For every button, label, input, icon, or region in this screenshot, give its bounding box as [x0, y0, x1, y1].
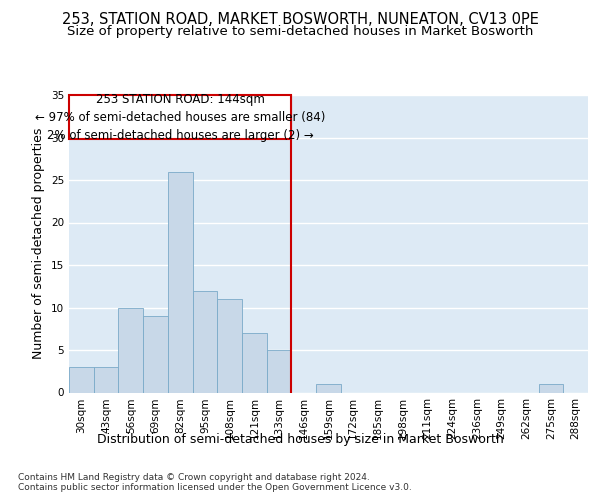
Text: Contains public sector information licensed under the Open Government Licence v3: Contains public sector information licen… — [18, 484, 412, 492]
Bar — [242, 333, 267, 392]
Bar — [94, 367, 118, 392]
Bar — [316, 384, 341, 392]
Bar — [118, 308, 143, 392]
Bar — [168, 172, 193, 392]
Bar — [539, 384, 563, 392]
Bar — [193, 290, 217, 392]
Y-axis label: Number of semi-detached properties: Number of semi-detached properties — [32, 128, 46, 360]
Text: Contains HM Land Registry data © Crown copyright and database right 2024.: Contains HM Land Registry data © Crown c… — [18, 472, 370, 482]
Bar — [217, 299, 242, 392]
Text: 253, STATION ROAD, MARKET BOSWORTH, NUNEATON, CV13 0PE: 253, STATION ROAD, MARKET BOSWORTH, NUNE… — [62, 12, 538, 28]
Bar — [69, 367, 94, 392]
Text: Distribution of semi-detached houses by size in Market Bosworth: Distribution of semi-detached houses by … — [97, 432, 503, 446]
FancyBboxPatch shape — [69, 95, 292, 139]
Text: Size of property relative to semi-detached houses in Market Bosworth: Size of property relative to semi-detach… — [67, 25, 533, 38]
Bar — [267, 350, 292, 393]
Text: 253 STATION ROAD: 144sqm
← 97% of semi-detached houses are smaller (84)
2% of se: 253 STATION ROAD: 144sqm ← 97% of semi-d… — [35, 92, 325, 142]
Bar — [143, 316, 168, 392]
